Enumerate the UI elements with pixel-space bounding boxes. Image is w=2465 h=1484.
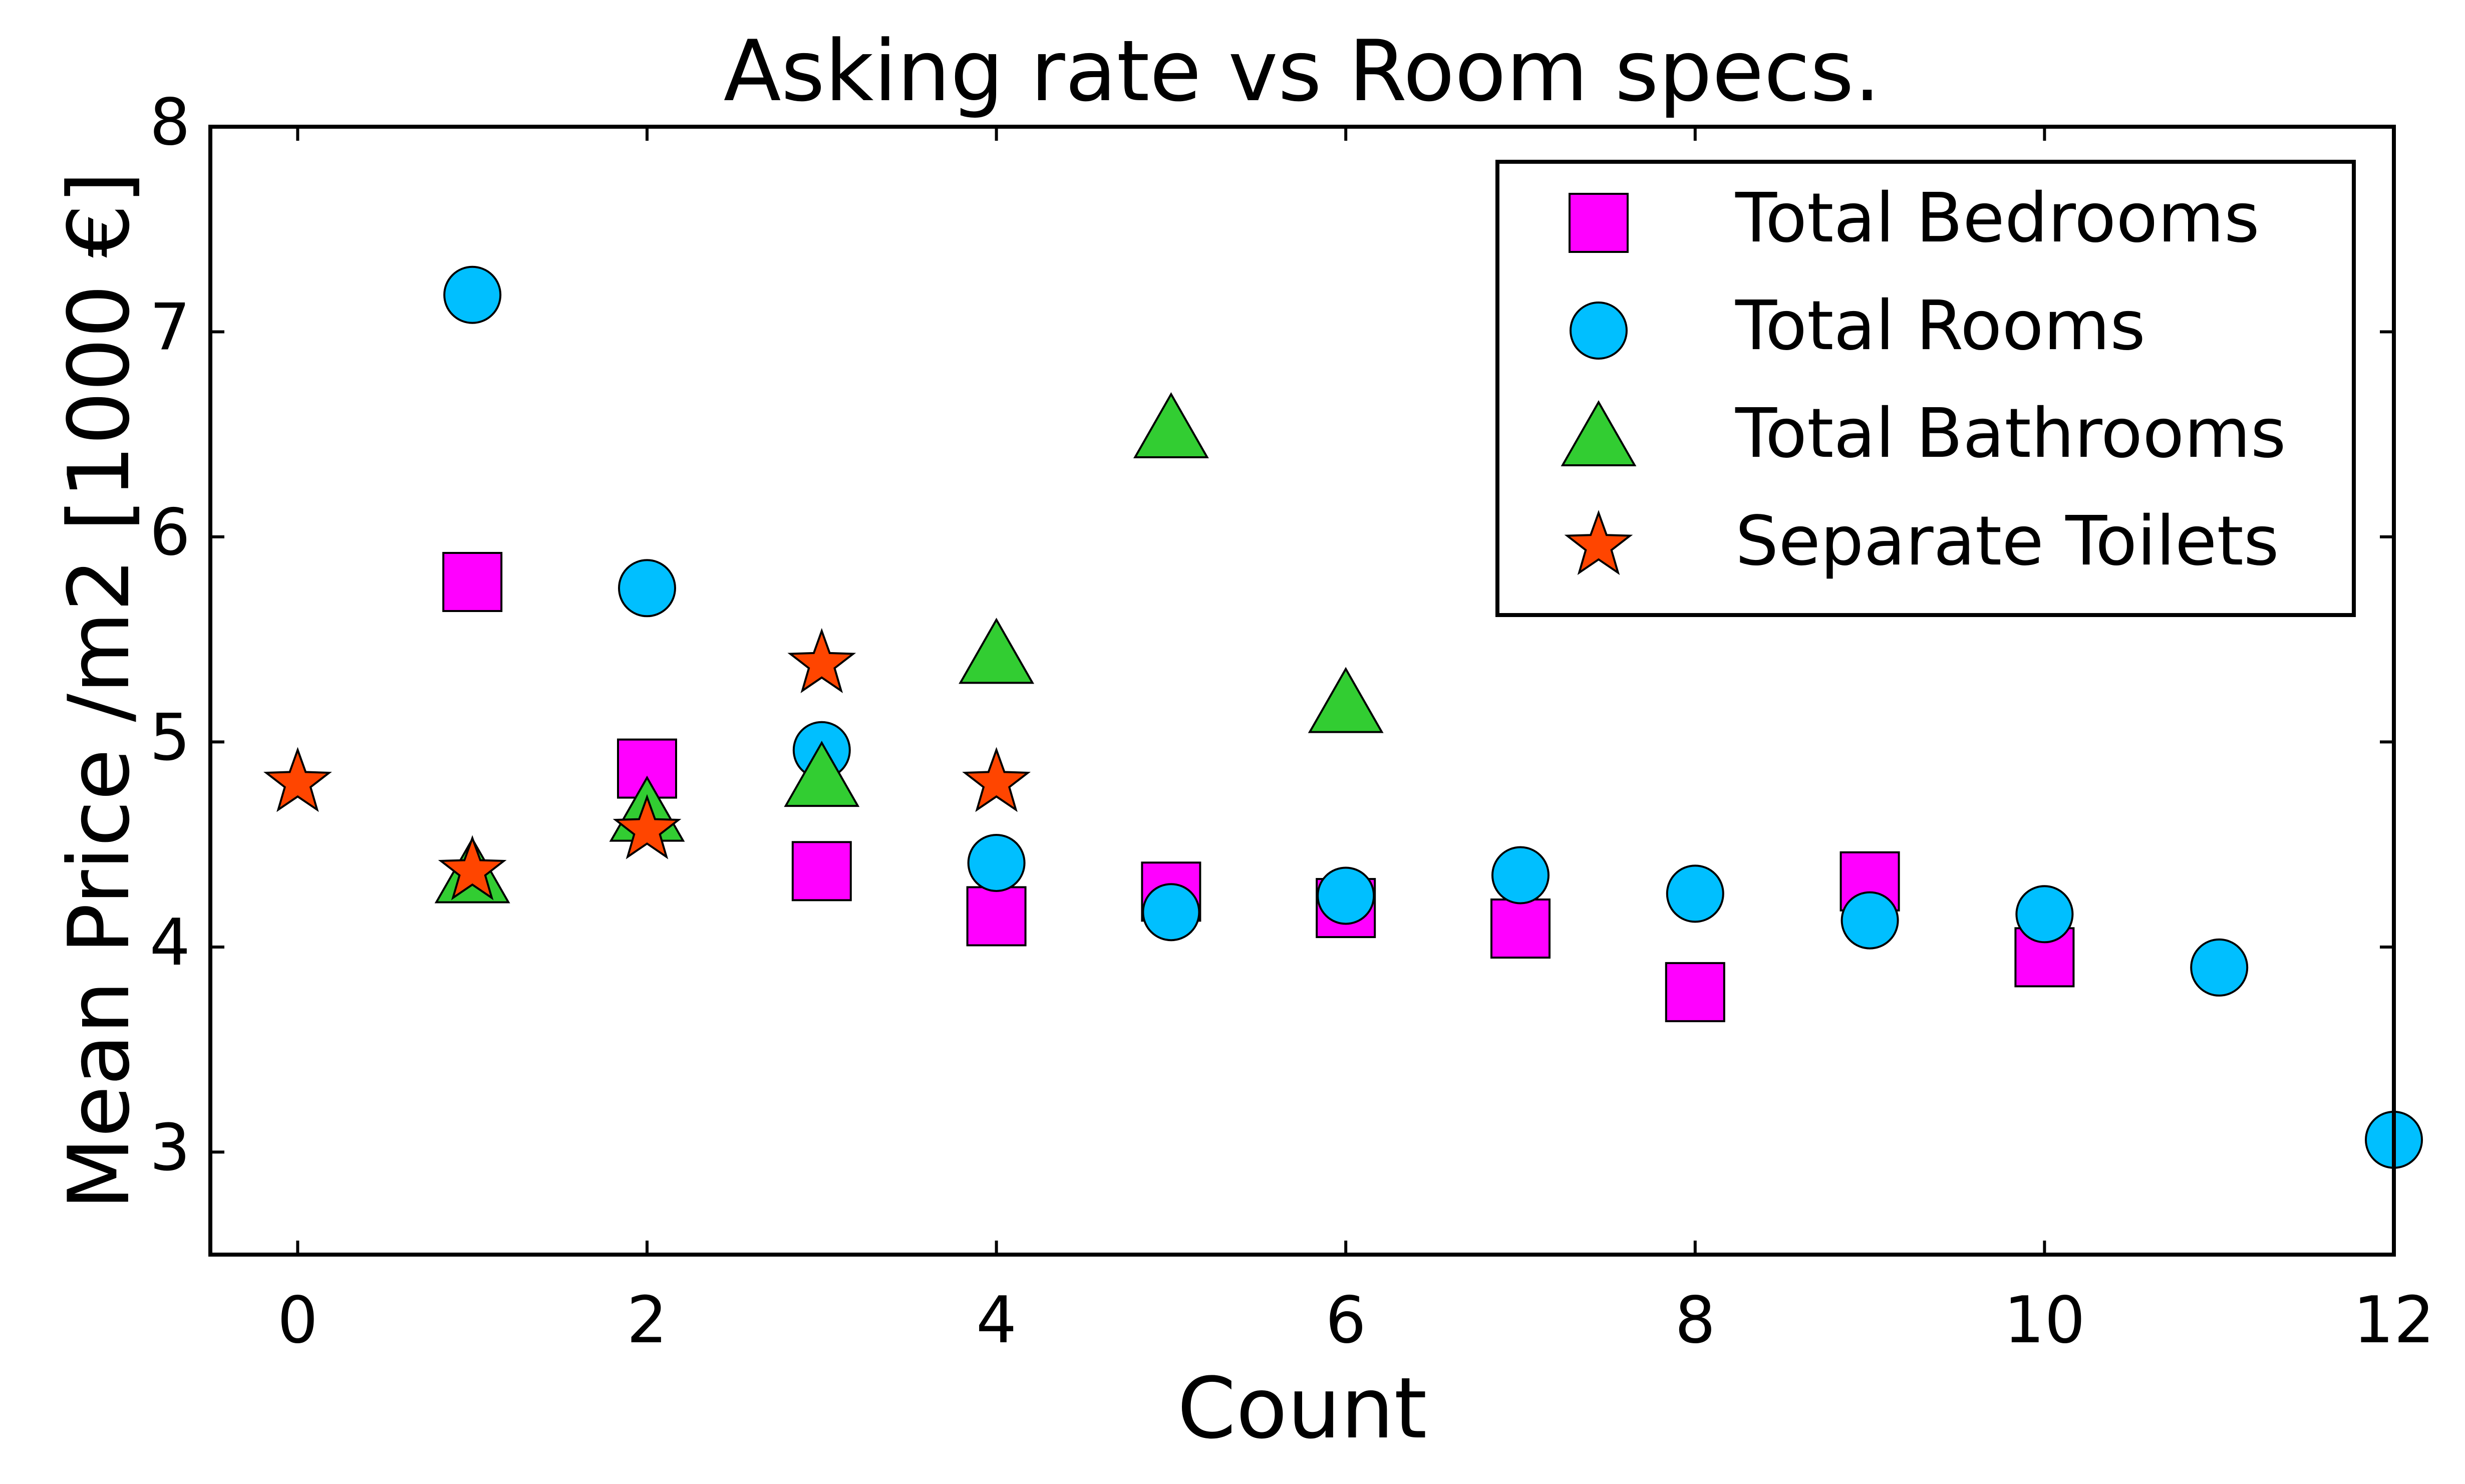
point-total-rooms [1317, 866, 1375, 925]
legend-marker-separate-toilets [1564, 510, 1633, 575]
point-total-rooms [967, 833, 1026, 892]
point-total-rooms [1666, 864, 1724, 923]
ticks-layer: 0 2 4 6 8 10 12 3 4 5 6 7 8 [150, 85, 2435, 1358]
x-tick-label: 10 [2004, 1283, 2085, 1358]
legend-box [1495, 160, 2356, 617]
legend-marker-total-rooms [1570, 302, 1628, 360]
chart-title: Asking rate vs Room specs. [724, 22, 1881, 120]
series-total-bedrooms [442, 551, 2075, 1022]
y-axis-title: Mean Price /m2 [1000 €] [50, 171, 148, 1210]
y-tick-label: 4 [150, 906, 190, 980]
point-total-bedrooms [791, 841, 852, 902]
point-total-bedrooms [966, 886, 1027, 947]
point-total-bathrooms [1133, 392, 1209, 458]
series-total-rooms [443, 265, 2423, 1169]
legend-label-total-bedrooms: Total Bedrooms [1735, 179, 2260, 258]
x-tick-label: 6 [1325, 1283, 1366, 1358]
point-total-bathrooms [1308, 667, 1384, 733]
legend-marker-total-bathrooms [1561, 400, 1637, 466]
point-separate-toilets [787, 628, 856, 693]
legend-label-total-bathrooms: Total Bathrooms [1735, 394, 2286, 473]
point-total-bedrooms [442, 551, 503, 612]
point-total-bedrooms [1490, 898, 1551, 959]
point-total-rooms [1840, 891, 1899, 950]
x-tick-label: 0 [277, 1283, 318, 1358]
series-separate-toilets [263, 628, 1031, 901]
point-total-rooms [443, 265, 502, 324]
y-tick-label: 6 [150, 495, 190, 570]
point-total-bedrooms [1665, 962, 1725, 1022]
point-total-bathrooms [784, 741, 860, 807]
x-axis-title: Count [1177, 1359, 1427, 1457]
legend-marker-total-bedrooms [1569, 193, 1629, 253]
x-tick-label: 4 [976, 1283, 1017, 1358]
legend-label-separate-toilets: Separate Toilets [1735, 502, 2279, 581]
point-total-rooms [618, 559, 676, 618]
y-tick-label: 5 [150, 701, 190, 775]
y-tick-label: 8 [150, 85, 190, 160]
y-tick-label: 3 [150, 1110, 190, 1185]
point-separate-toilets [612, 794, 682, 859]
x-tick-label: 2 [627, 1283, 667, 1358]
plot-frame [208, 125, 2396, 1257]
y-tick-label: 7 [150, 290, 190, 365]
points-layer [263, 265, 2423, 1169]
point-separate-toilets [438, 835, 507, 901]
point-total-rooms [1142, 883, 1200, 942]
point-total-rooms [2190, 938, 2249, 997]
x-tick-label: 8 [1675, 1283, 1715, 1358]
point-separate-toilets [263, 747, 332, 812]
legend: Total Bedrooms Total Rooms Total Bathrooms… [1495, 160, 2356, 617]
point-total-rooms [1491, 846, 1550, 905]
legend-label-total-rooms: Total Rooms [1735, 286, 2145, 366]
x-tick-label: 12 [2353, 1283, 2435, 1358]
point-total-rooms [2015, 885, 2074, 944]
point-total-bathrooms [959, 618, 1035, 684]
point-separate-toilets [962, 747, 1031, 812]
